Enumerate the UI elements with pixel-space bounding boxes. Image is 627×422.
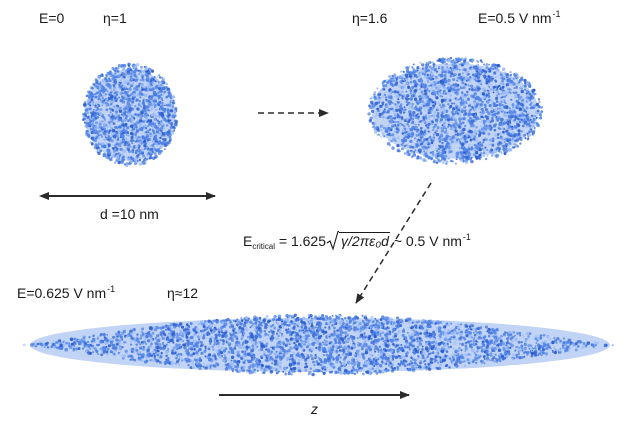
critical-rhs: ~ 0.5 V nm <box>393 233 462 249</box>
critical-lhs: E <box>243 233 253 249</box>
stage3-eta-label: η≈12 <box>167 285 199 301</box>
critical-coefficient: = 1.625 <box>278 233 327 249</box>
critical-radicand: γ/2πε₀d <box>339 232 390 249</box>
stage3-field-exponent: -1 <box>107 284 116 294</box>
stage2-field-label: E=0.5 V nm-1 <box>478 9 561 28</box>
elongated-droplet <box>22 313 614 377</box>
stage2-eta-label: η=1.6 <box>352 10 388 26</box>
stage3-field-main: E=0.625 V nm <box>17 285 107 301</box>
ellipsoidal-droplet <box>367 56 544 165</box>
z-axis-label: z <box>311 401 318 417</box>
stage2-field-main: E=0.5 V nm <box>478 10 552 26</box>
stage1-eta-label: η=1 <box>103 10 127 26</box>
stage3-field-label: E=0.625 V nm-1 <box>17 284 116 303</box>
critical-subscript: critical <box>252 242 276 251</box>
sqrt-sign <box>326 230 340 251</box>
stage1-field-label: E=0 <box>39 10 65 26</box>
transition-arrow-diagonal <box>355 182 432 304</box>
critical-rhs-exponent: -1 <box>462 232 471 242</box>
critical-field-formula: Ecritical = 1.625 γ/2πε₀d ~ 0.5 V nm-1 <box>243 230 471 251</box>
spherical-droplet <box>81 62 178 168</box>
stage2-field-exponent: -1 <box>552 9 561 19</box>
diameter-label: d =10 nm <box>100 206 159 222</box>
